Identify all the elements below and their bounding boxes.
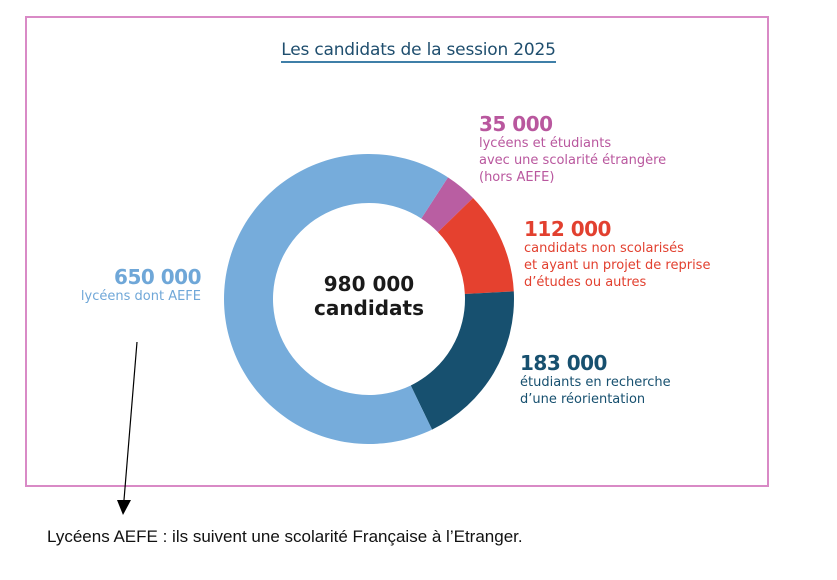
label-dark: 183 000 étudiants en recherche d’une réo… xyxy=(520,352,671,408)
label-value: 183 000 xyxy=(520,351,607,375)
annotation-arrow-line xyxy=(123,341,138,501)
donut-slice-magenta xyxy=(421,177,474,233)
label-line: étudiants en recherche xyxy=(520,375,671,390)
annotation-note: Lycéens AEFE : ils suivent une scolarité… xyxy=(47,527,523,546)
label-line: et ayant un projet de reprise xyxy=(524,258,711,273)
label-light: 650 000 lycéens dont AEFE xyxy=(80,265,202,305)
center-label: 980 000 candidats xyxy=(269,272,469,320)
label-red: 112 000 candidats non scolarisés et ayan… xyxy=(524,218,710,291)
chart-title-text: Les candidats de la session 2025 xyxy=(281,40,556,63)
label-line: lycéens dont AEFE xyxy=(80,289,201,304)
label-line: lycéens et étudiants xyxy=(479,136,612,151)
donut-slice-light xyxy=(224,154,448,444)
donut-slice-red xyxy=(437,198,514,294)
donut-slice-dark xyxy=(410,291,514,430)
label-line: d’études ou autres xyxy=(524,275,647,290)
center-total: 980 000 xyxy=(323,272,415,296)
annotation-arrow-head xyxy=(117,500,131,515)
label-line: candidats non scolarisés xyxy=(524,241,684,256)
chart-title: Les candidats de la session 2025 xyxy=(0,40,837,63)
label-value: 112 000 xyxy=(524,217,611,241)
label-line: (hors AEFE) xyxy=(479,170,555,185)
label-line: avec une scolarité étrangère xyxy=(479,153,667,168)
label-magenta: 35 000 lycéens et étudiants avec une sco… xyxy=(479,113,666,186)
label-value: 650 000 xyxy=(114,265,201,289)
center-unit: candidats xyxy=(313,296,425,320)
chart-frame xyxy=(25,16,769,487)
label-line: d’une réorientation xyxy=(520,392,646,407)
label-value: 35 000 xyxy=(479,112,553,136)
